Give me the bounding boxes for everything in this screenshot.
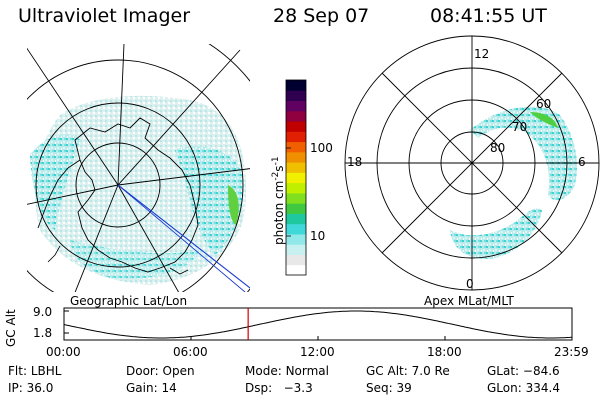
- info-glon: GLon: 334.4: [487, 381, 560, 395]
- orbit-plot-frame: [63, 307, 573, 341]
- info-glat-label: GLat:: [487, 364, 520, 378]
- colorbar-segment: [286, 110, 306, 122]
- colorbar-label-exp1: -2: [271, 171, 281, 181]
- app-title: Ultraviolet Imager: [18, 5, 191, 27]
- colorbar: [286, 80, 306, 276]
- colorbar-axis-label: photon cm-2s-1: [271, 156, 286, 245]
- info-ip-value: 36.0: [26, 381, 54, 395]
- colorbar-segment: [286, 121, 306, 132]
- info-glon-label: GLon:: [487, 381, 522, 395]
- colorbar-segment: [286, 192, 306, 204]
- mlat-label-80: 80: [490, 141, 506, 155]
- colorbar-segment: [286, 223, 306, 235]
- info-glat-value: −84.6: [522, 364, 560, 378]
- info-gcalt: GC Alt: 7.0 Re: [366, 364, 450, 378]
- orbit-xtick-1800: 18:00: [427, 345, 462, 359]
- left-aurora-green: [228, 185, 239, 225]
- info-glon-value: 334.4: [525, 381, 560, 395]
- mlt-dial: [344, 35, 600, 291]
- left-aurora-band-east: [175, 146, 244, 255]
- info-flt: Flt: LBHL: [8, 364, 61, 378]
- info-seq-value: 39: [396, 381, 412, 395]
- colorbar-segment: [286, 213, 306, 225]
- info-gain-value: 14: [161, 381, 177, 395]
- orbit-ylabel: GC Alt: [4, 309, 18, 347]
- right-aurora-band: [470, 106, 577, 201]
- info-glat: GLat: −84.6: [487, 364, 560, 378]
- right-aurora-lower: [450, 208, 542, 259]
- colorbar-segment: [286, 100, 306, 112]
- colorbar-segment: [286, 131, 306, 143]
- colorbar-segment: [286, 151, 306, 163]
- mlt-label-12: 12: [474, 47, 490, 61]
- colorbar-tick-label-100: 100: [310, 141, 333, 155]
- colorbar-label-s: s: [272, 165, 286, 172]
- colorbar-label-exp2: -1: [271, 156, 281, 166]
- orbit-altitude-curve: [63, 310, 573, 339]
- colorbar-tick-label-10: 10: [310, 229, 326, 243]
- info-door-label: Door:: [126, 364, 159, 378]
- time-label: 08:41:55 UT: [430, 5, 547, 27]
- orbit-ytick-bottom: 1.8: [33, 326, 53, 340]
- geographic-map: [27, 44, 250, 292]
- orbit-xtick-1200: 12:00: [300, 345, 335, 359]
- info-seq-label: Seq:: [366, 381, 393, 395]
- colorbar-segment: [286, 141, 306, 153]
- info-mode-label: Mode:: [245, 364, 282, 378]
- colorbar-segment: [286, 172, 306, 184]
- left-panel-caption: Geographic Lat/Lon: [70, 294, 188, 308]
- left-aurora-lower: [70, 240, 200, 279]
- mlt-label-18: 18: [347, 155, 363, 169]
- colorbar-segment: [286, 264, 306, 276]
- left-aurora-band: [30, 134, 80, 230]
- colorbar-frame: [285, 79, 307, 276]
- mlt-label-6: 6: [578, 155, 586, 169]
- info-gcalt-value: 7.0 Re: [411, 364, 450, 378]
- info-gcalt-label: GC Alt:: [366, 364, 408, 378]
- coast-detail: [47, 245, 189, 275]
- colorbar-segment: [286, 90, 306, 102]
- colorbar-segment: [286, 254, 306, 266]
- info-dsp-value: −3.3: [283, 381, 313, 395]
- info-dsp: Dsp: −3.3: [245, 381, 313, 395]
- colorbar-segment: [286, 244, 306, 255]
- mlt-label-0: 0: [466, 277, 474, 291]
- colorbar-segment: [286, 80, 306, 91]
- mlat-label-60: 60: [536, 97, 552, 111]
- info-gain-label: Gain:: [126, 381, 158, 395]
- peninsula: [37, 159, 81, 229]
- info-flt-value: LBHL: [30, 364, 62, 378]
- info-door-value: Open: [162, 364, 195, 378]
- coastline: [74, 117, 199, 273]
- right-panel-caption: Apex MLat/MLT: [424, 294, 514, 308]
- info-gain: Gain: 14: [126, 381, 177, 395]
- info-ip-label: IP:: [8, 381, 23, 395]
- info-seq: Seq: 39: [366, 381, 412, 395]
- info-flt-label: Flt:: [8, 364, 27, 378]
- info-mode: Mode: Normal: [245, 364, 329, 378]
- colorbar-segment: [286, 162, 306, 173]
- orbit-xtick-2359: 23:59: [554, 345, 589, 359]
- right-aurora-green: [530, 112, 558, 128]
- colorbar-segment: [286, 182, 306, 194]
- colorbar-segment: [286, 233, 306, 245]
- colorbar-label-text: photon cm: [272, 180, 286, 245]
- date-label: 28 Sep 07: [273, 5, 370, 27]
- info-ip: IP: 36.0: [8, 381, 53, 395]
- orbit-ytick-top: 9.0: [33, 305, 53, 319]
- orbit-xtick-0000: 00:00: [46, 345, 81, 359]
- info-mode-value: Normal: [285, 364, 329, 378]
- info-door: Door: Open: [126, 364, 195, 378]
- mlat-label-70: 70: [512, 120, 528, 134]
- orbit-xtick-0600: 06:00: [173, 345, 208, 359]
- colorbar-segment: [286, 203, 306, 214]
- info-dsp-label: Dsp:: [245, 381, 273, 395]
